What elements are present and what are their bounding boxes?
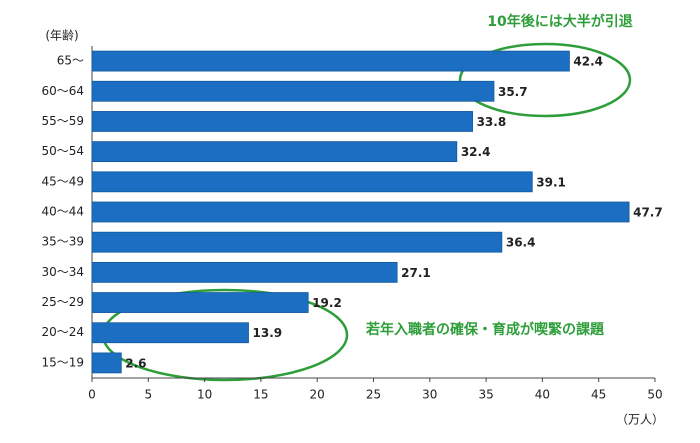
data-label: 39.1	[536, 175, 566, 189]
y-tick-label: 20～24	[41, 325, 84, 339]
data-label: 35.7	[498, 85, 528, 99]
x-tick-label: 40	[535, 388, 550, 402]
data-label: 47.7	[633, 206, 663, 220]
x-tick-label: 30	[422, 388, 437, 402]
y-tick-label: 25～29	[41, 295, 84, 309]
x-tick-label: 45	[591, 388, 606, 402]
x-tick-label: 0	[88, 388, 96, 402]
data-label: 2.6	[125, 356, 146, 370]
bar	[91, 261, 398, 283]
data-label: 36.4	[506, 236, 536, 250]
y-tick-label: 45～49	[41, 174, 84, 188]
bar	[91, 352, 122, 374]
y-tick-label: 40～44	[41, 205, 84, 219]
y-tick-label: 65～	[57, 54, 84, 68]
data-label: 32.4	[461, 145, 491, 159]
x-tick-label: 35	[478, 388, 493, 402]
bar	[91, 80, 495, 102]
bar	[91, 292, 309, 313]
annotation: 10年後には大半が引退	[487, 13, 632, 30]
annotation: 若年入職者の確保・育成が喫緊の課題	[365, 321, 605, 338]
x-tick-label: 25	[366, 388, 381, 402]
y-tick-label: 50～54	[41, 144, 84, 158]
y-tick-label: 30～34	[41, 265, 84, 279]
y-axis-label: (年齢)	[45, 28, 78, 43]
x-tick-label: 15	[253, 388, 268, 402]
y-tick-label: 15～19	[41, 355, 84, 369]
highlight-ellipse	[458, 42, 632, 118]
bar	[91, 50, 570, 72]
y-tick-label: 35～39	[41, 235, 84, 249]
x-tick-label: 20	[310, 388, 325, 402]
x-tick-label: 50	[647, 388, 662, 402]
y-tick-label: 55～59	[41, 114, 84, 128]
data-label: 27.1	[401, 266, 431, 280]
bar	[91, 322, 249, 344]
data-label: 33.8	[477, 115, 507, 129]
bar	[91, 111, 473, 132]
bar	[91, 201, 630, 223]
x-axis-label: （万人）	[616, 413, 664, 427]
x-tick-label: 10	[197, 388, 212, 402]
data-label: 42.4	[573, 55, 603, 69]
bar	[91, 171, 533, 193]
bar	[91, 231, 503, 253]
data-label: 19.2	[312, 296, 342, 310]
bar	[91, 141, 458, 163]
x-tick-label: 5	[144, 388, 152, 402]
data-label: 13.9	[253, 326, 283, 340]
y-tick-label: 60～64	[41, 84, 84, 98]
